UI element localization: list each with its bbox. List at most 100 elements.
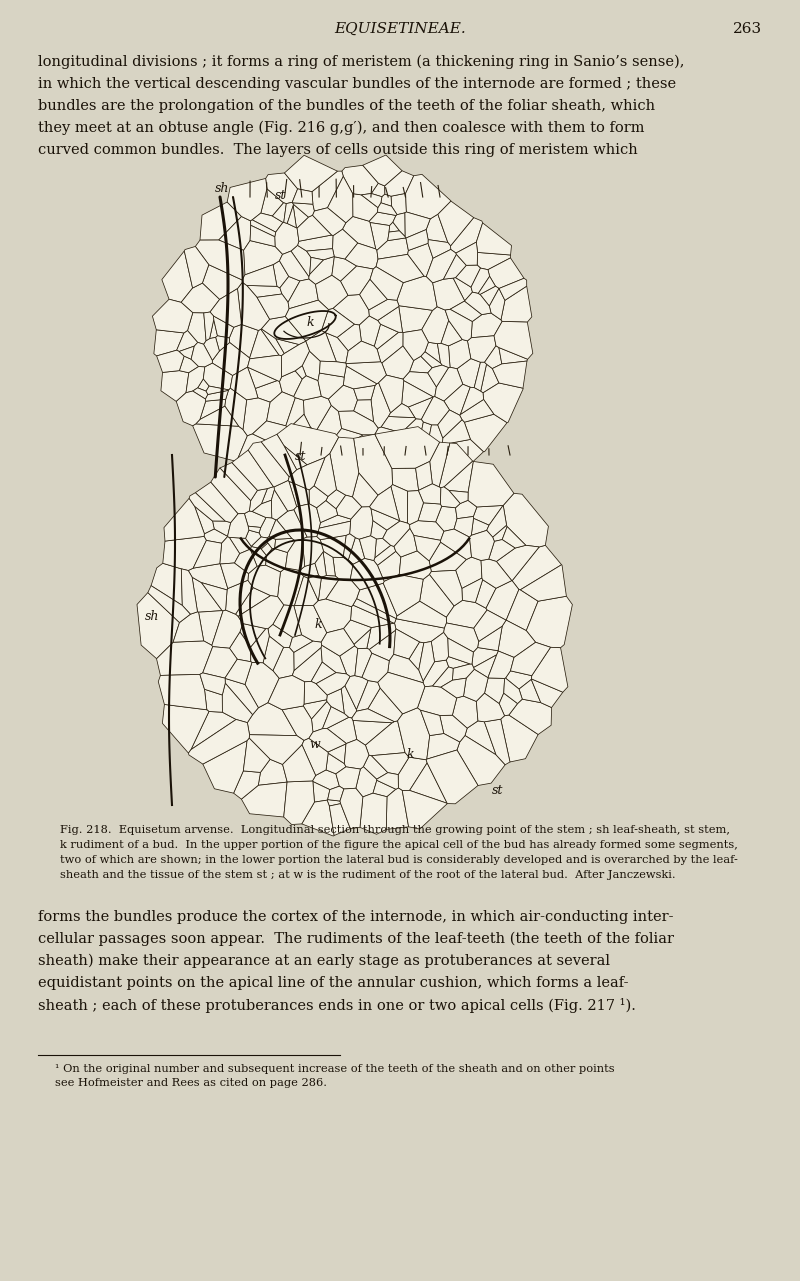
- Polygon shape: [309, 729, 346, 752]
- Polygon shape: [203, 363, 233, 389]
- Polygon shape: [404, 446, 438, 492]
- Polygon shape: [189, 720, 250, 763]
- Polygon shape: [230, 537, 251, 553]
- Polygon shape: [204, 313, 214, 341]
- Polygon shape: [430, 442, 450, 487]
- Polygon shape: [499, 278, 526, 300]
- Polygon shape: [408, 397, 434, 419]
- Polygon shape: [446, 657, 470, 669]
- Polygon shape: [362, 193, 382, 208]
- Polygon shape: [341, 685, 357, 719]
- Polygon shape: [370, 630, 395, 661]
- Polygon shape: [391, 193, 406, 215]
- Polygon shape: [195, 482, 238, 523]
- Polygon shape: [486, 580, 519, 620]
- Polygon shape: [377, 238, 409, 259]
- Polygon shape: [300, 564, 318, 578]
- Polygon shape: [371, 509, 400, 530]
- Polygon shape: [308, 575, 322, 601]
- Polygon shape: [457, 359, 481, 388]
- Polygon shape: [179, 356, 198, 373]
- Polygon shape: [293, 204, 309, 228]
- Polygon shape: [463, 669, 488, 702]
- Polygon shape: [250, 547, 266, 566]
- Polygon shape: [449, 491, 468, 503]
- Polygon shape: [295, 365, 306, 379]
- Polygon shape: [290, 428, 319, 455]
- Polygon shape: [332, 256, 357, 282]
- Polygon shape: [258, 760, 287, 785]
- Polygon shape: [438, 439, 483, 462]
- Polygon shape: [154, 329, 184, 356]
- Polygon shape: [374, 441, 406, 477]
- Polygon shape: [294, 375, 322, 400]
- Polygon shape: [330, 437, 358, 497]
- Polygon shape: [353, 441, 383, 477]
- Polygon shape: [453, 664, 474, 680]
- Polygon shape: [483, 383, 523, 423]
- Polygon shape: [266, 173, 298, 204]
- Polygon shape: [313, 770, 339, 789]
- Polygon shape: [506, 671, 532, 689]
- Polygon shape: [355, 648, 372, 678]
- Polygon shape: [137, 593, 179, 658]
- Polygon shape: [250, 488, 267, 511]
- Polygon shape: [362, 155, 402, 186]
- Polygon shape: [369, 213, 396, 225]
- Polygon shape: [298, 234, 333, 251]
- Polygon shape: [202, 265, 242, 300]
- Text: st: st: [275, 190, 286, 202]
- Polygon shape: [322, 629, 354, 656]
- Polygon shape: [398, 306, 433, 333]
- Polygon shape: [378, 375, 404, 412]
- Polygon shape: [284, 446, 307, 470]
- Polygon shape: [356, 766, 377, 797]
- Polygon shape: [350, 507, 373, 539]
- Polygon shape: [472, 647, 498, 667]
- Polygon shape: [444, 384, 470, 415]
- Polygon shape: [348, 538, 365, 565]
- Polygon shape: [194, 541, 222, 569]
- Polygon shape: [177, 330, 198, 351]
- Polygon shape: [289, 482, 310, 507]
- Polygon shape: [330, 443, 354, 473]
- Polygon shape: [157, 640, 213, 675]
- Polygon shape: [370, 487, 399, 520]
- Polygon shape: [158, 674, 207, 710]
- Polygon shape: [478, 626, 502, 651]
- Polygon shape: [196, 406, 238, 427]
- Polygon shape: [200, 202, 242, 240]
- Text: equidistant points on the apical line of the annular cushion, which forms a leaf: equidistant points on the apical line of…: [38, 976, 629, 990]
- Polygon shape: [350, 605, 394, 628]
- Polygon shape: [408, 243, 433, 277]
- Polygon shape: [363, 755, 388, 779]
- Polygon shape: [470, 530, 494, 561]
- Polygon shape: [297, 215, 332, 241]
- Polygon shape: [322, 707, 349, 729]
- Polygon shape: [153, 300, 193, 333]
- Polygon shape: [468, 461, 514, 507]
- Text: w: w: [310, 739, 320, 752]
- Polygon shape: [360, 279, 387, 310]
- Polygon shape: [316, 673, 350, 696]
- Polygon shape: [273, 261, 289, 288]
- Polygon shape: [281, 457, 302, 482]
- Polygon shape: [448, 638, 474, 664]
- Polygon shape: [422, 397, 450, 425]
- Polygon shape: [446, 601, 487, 628]
- Polygon shape: [173, 612, 204, 642]
- Polygon shape: [309, 256, 334, 284]
- Polygon shape: [191, 342, 212, 366]
- Polygon shape: [388, 655, 423, 683]
- Text: sheath) make their appearance at an early stage as protuberances at several: sheath) make their appearance at an earl…: [38, 954, 610, 968]
- Polygon shape: [394, 629, 419, 658]
- Polygon shape: [226, 580, 254, 614]
- Polygon shape: [394, 619, 445, 643]
- Polygon shape: [409, 642, 424, 670]
- Polygon shape: [421, 710, 444, 735]
- Text: forms the bundles produce the cortex of the internode, in which air-conducting i: forms the bundles produce the cortex of …: [38, 910, 674, 924]
- Polygon shape: [509, 699, 551, 734]
- Polygon shape: [218, 216, 250, 250]
- Polygon shape: [426, 214, 448, 242]
- Polygon shape: [389, 222, 399, 232]
